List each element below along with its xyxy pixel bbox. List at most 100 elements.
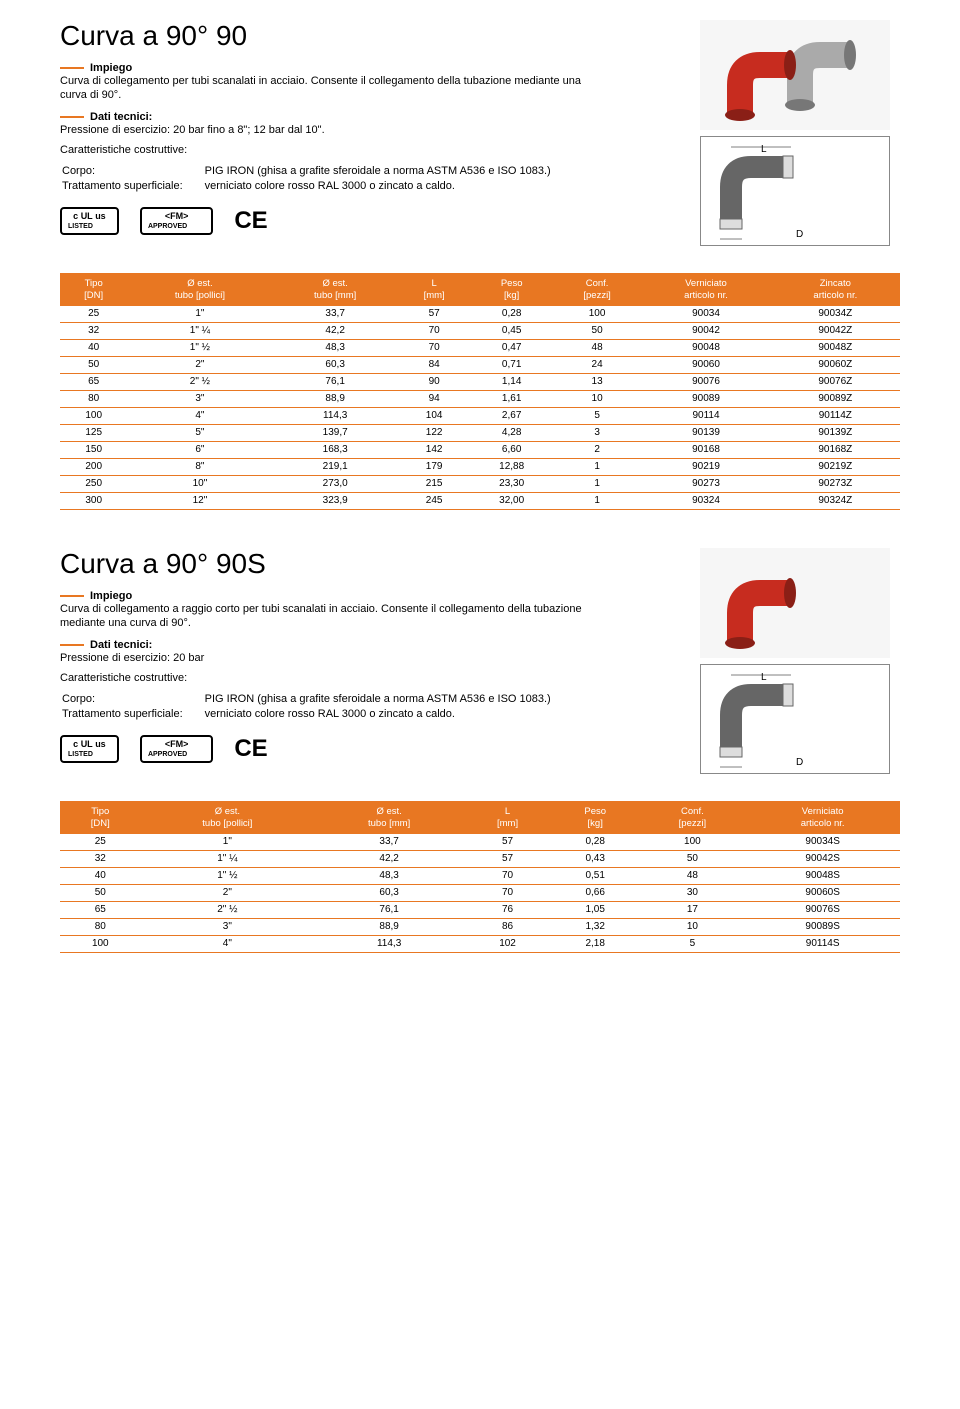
dash-icon [60, 644, 84, 646]
table-cell: 0,51 [551, 867, 639, 884]
table-cell: 100 [553, 306, 641, 323]
table-cell: 245 [398, 492, 471, 509]
svg-text:L: L [761, 672, 767, 683]
svg-text:D: D [796, 757, 803, 768]
dati-text: Pressione di esercizio: 20 bar fino a 8"… [60, 123, 600, 137]
table-cell: 0,47 [470, 339, 552, 356]
table-cell: 90 [398, 373, 471, 390]
table-cell: 100 [60, 935, 141, 952]
table-cell: 1,32 [551, 918, 639, 935]
table-cell: 4,28 [470, 424, 552, 441]
table-cell: 90219 [641, 458, 770, 475]
table-cell: 90273 [641, 475, 770, 492]
table-cell: 10 [553, 390, 641, 407]
table-cell: 94 [398, 390, 471, 407]
product-images: L D [700, 20, 900, 246]
table-cell: 90042S [745, 850, 900, 867]
svg-text:D: D [796, 229, 803, 240]
table-cell: 0,43 [551, 850, 639, 867]
table-cell: 30 [639, 884, 745, 901]
table-cell: 40 [60, 339, 127, 356]
table-cell: 90060Z [771, 356, 900, 373]
table-header: Conf.[pezzi] [639, 801, 745, 834]
table-row: 401" ½48,3700,514890048S [60, 867, 900, 884]
table-cell: 17 [639, 901, 745, 918]
table-header: Ø est.tubo [mm] [314, 801, 464, 834]
fm-badge: <FM>APPROVED [140, 207, 213, 235]
table-cell: 90048S [745, 867, 900, 884]
table-cell: 50 [60, 356, 127, 373]
table-cell: 60,3 [314, 884, 464, 901]
table-cell: 1" [127, 306, 272, 323]
table-cell: 2" [127, 356, 272, 373]
table-cell: 90324Z [771, 492, 900, 509]
table-cell: 142 [398, 441, 471, 458]
table-cell: 24 [553, 356, 641, 373]
tratt-key: Trattamento superficiale: [62, 708, 203, 721]
table-cell: 76,1 [272, 373, 397, 390]
data-table: Tipo[DN]Ø est.tubo [pollici]Ø est.tubo [… [60, 273, 900, 510]
table-cell: 90034Z [771, 306, 900, 323]
table-cell: 90042Z [771, 322, 900, 339]
table-cell: 60,3 [272, 356, 397, 373]
table-header: Peso[kg] [470, 273, 552, 306]
table-header: Ø est.tubo [pollici] [141, 801, 315, 834]
table-cell: 65 [60, 901, 141, 918]
table-cell: 90042 [641, 322, 770, 339]
table-cell: 88,9 [314, 918, 464, 935]
table-cell: 48 [639, 867, 745, 884]
technical-diagram: L D [700, 136, 890, 246]
table-cell: 3 [553, 424, 641, 441]
table-cell: 5" [127, 424, 272, 441]
table-cell: 90089Z [771, 390, 900, 407]
tratt-key: Trattamento superficiale: [62, 180, 203, 193]
table-row: 502"60,3700,663090060S [60, 884, 900, 901]
table-cell: 10 [639, 918, 745, 935]
product-section: L D Curva a 90° 90ImpiegoCurva di colleg… [60, 20, 900, 510]
table-cell: 2 [553, 441, 641, 458]
table-cell: 0,28 [470, 306, 552, 323]
table-cell: 139,7 [272, 424, 397, 441]
table-header: Conf.[pezzi] [553, 273, 641, 306]
table-cell: 125 [60, 424, 127, 441]
product-photo [700, 548, 890, 658]
table-cell: 200 [60, 458, 127, 475]
ce-mark: CE [234, 735, 267, 763]
table-cell: 2" [141, 884, 315, 901]
table-cell: 33,7 [272, 306, 397, 323]
table-cell: 2,18 [551, 935, 639, 952]
table-cell: 1,05 [551, 901, 639, 918]
table-cell: 90168 [641, 441, 770, 458]
table-cell: 90114Z [771, 407, 900, 424]
characteristics-table: Corpo:PIG IRON (ghisa a grafite sferoida… [60, 163, 573, 195]
table-header: Verniciatoarticolo nr. [641, 273, 770, 306]
table-cell: 1" ¼ [141, 850, 315, 867]
table-cell: 70 [464, 884, 551, 901]
table-cell: 65 [60, 373, 127, 390]
table-cell: 100 [639, 834, 745, 851]
table-cell: 0,28 [551, 834, 639, 851]
table-cell: 1,14 [470, 373, 552, 390]
dash-icon [60, 116, 84, 118]
table-cell: 5 [639, 935, 745, 952]
table-cell: 90273Z [771, 475, 900, 492]
table-cell: 90076 [641, 373, 770, 390]
table-row: 25010"273,021523,3019027390273Z [60, 475, 900, 492]
table-cell: 168,3 [272, 441, 397, 458]
table-cell: 179 [398, 458, 471, 475]
table-row: 1004"114,31022,18590114S [60, 935, 900, 952]
dash-icon [60, 67, 84, 69]
data-table: Tipo[DN]Ø est.tubo [pollici]Ø est.tubo [… [60, 801, 900, 953]
table-row: 652" ½76,1761,051790076S [60, 901, 900, 918]
table-cell: 76,1 [314, 901, 464, 918]
ce-mark: CE [234, 207, 267, 235]
table-row: 321" ¼42,2570,435090042S [60, 850, 900, 867]
table-cell: 114,3 [272, 407, 397, 424]
corpo-value: PIG IRON (ghisa a grafite sferoidale a n… [205, 165, 571, 178]
fm-badge: <FM>APPROVED [140, 735, 213, 763]
table-row: 803"88,9941,61109008990089Z [60, 390, 900, 407]
table-header: L[mm] [398, 273, 471, 306]
table-cell: 2" ½ [127, 373, 272, 390]
table-cell: 50 [60, 884, 141, 901]
table-cell: 57 [464, 834, 551, 851]
